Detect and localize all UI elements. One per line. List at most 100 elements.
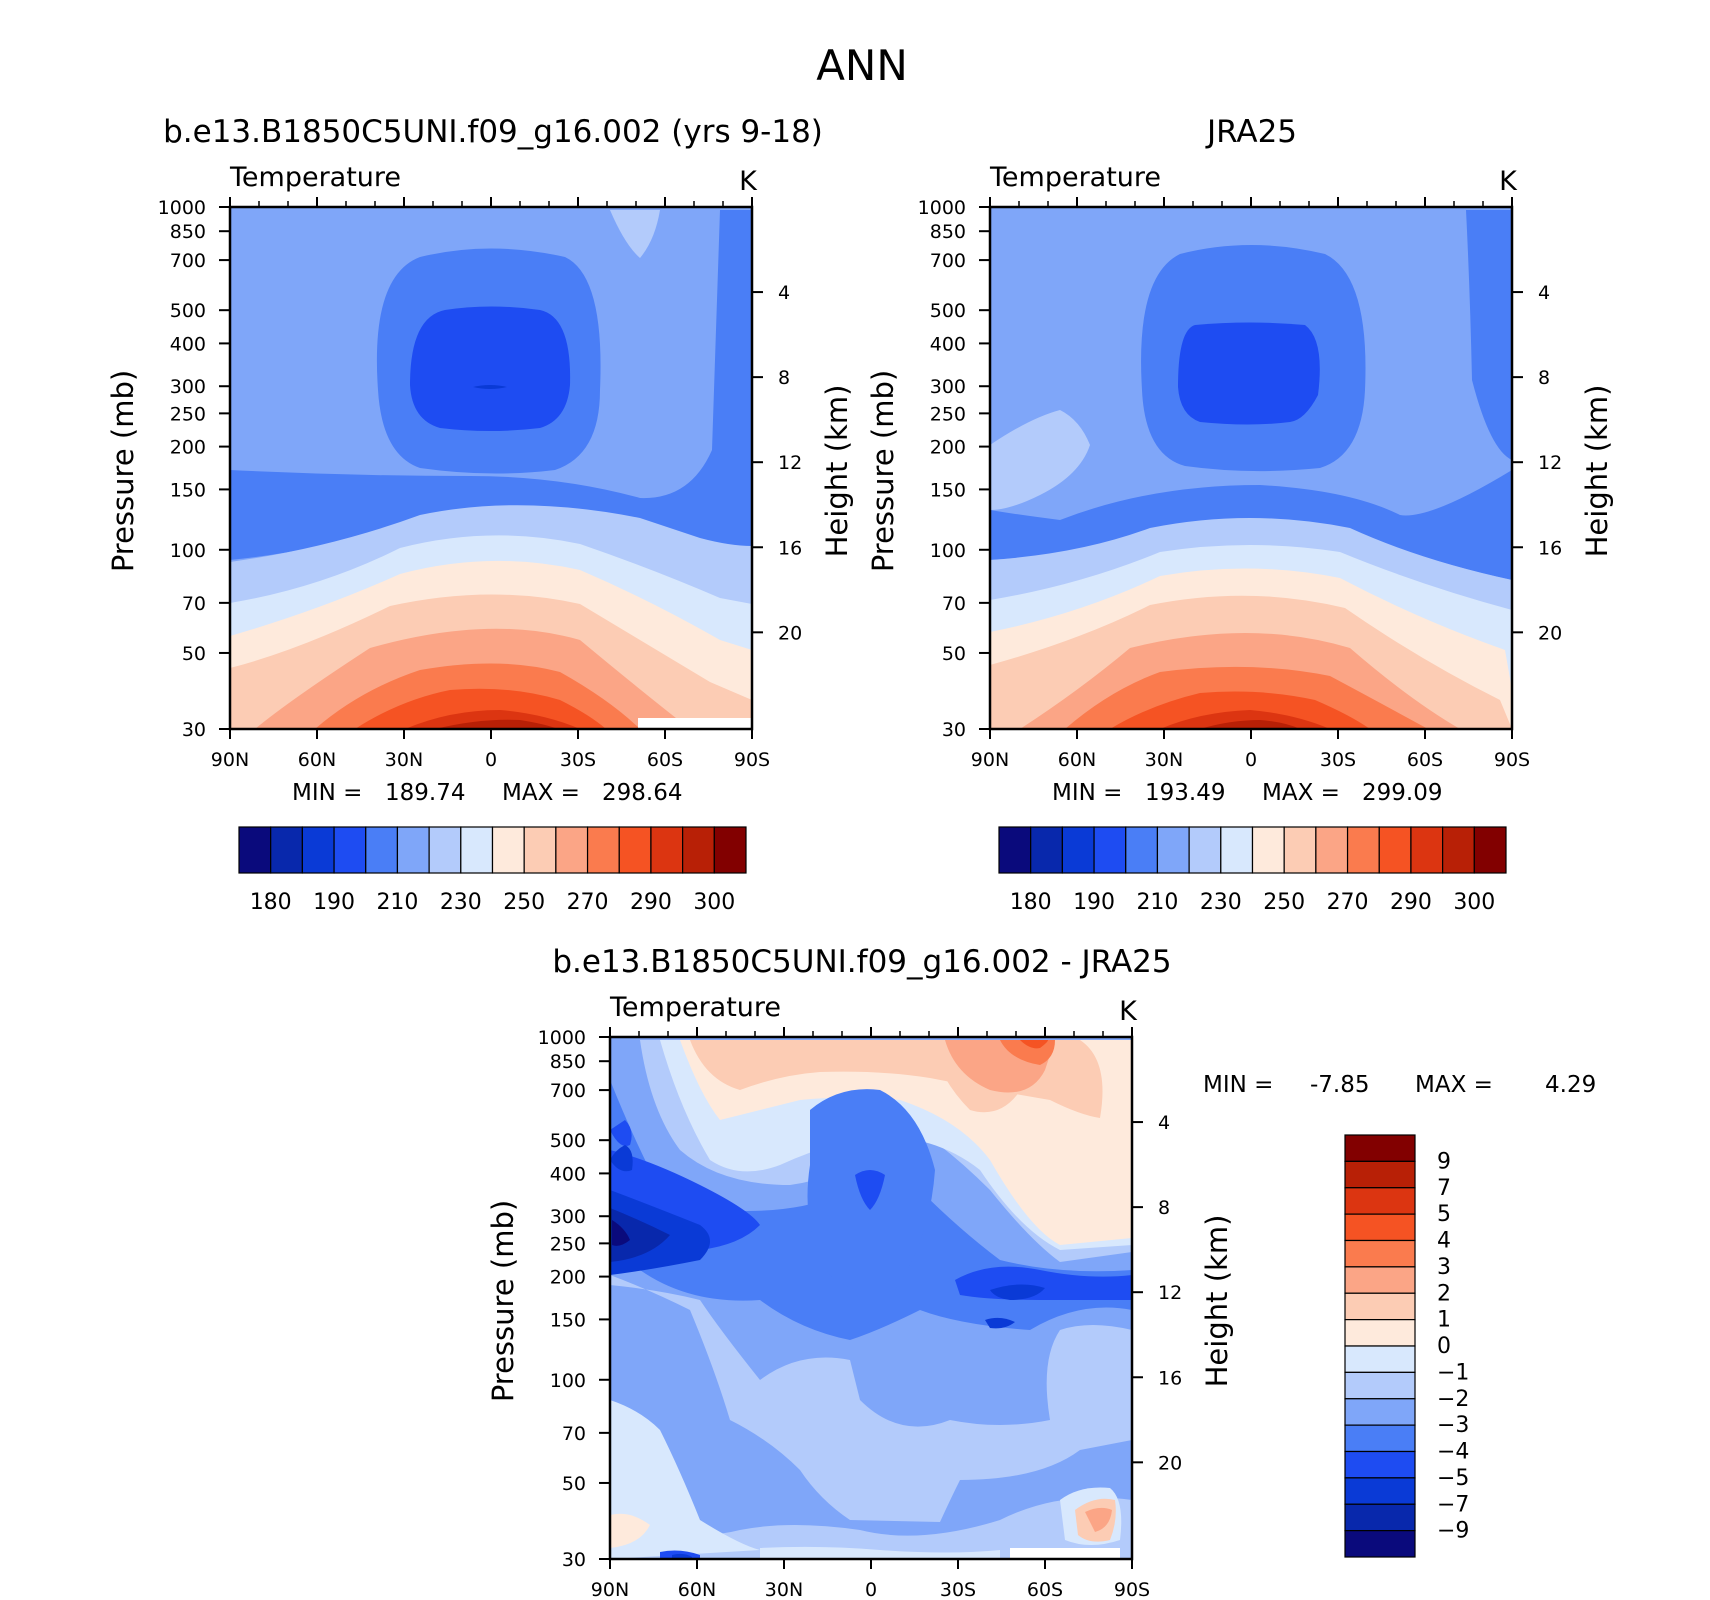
contour-band — [610, 210, 660, 258]
contour-band — [990, 1284, 1045, 1300]
pressure-tick-label: 400 — [550, 1163, 586, 1185]
colorbar-label: −5 — [1437, 1466, 1469, 1491]
colorbar-box — [428, 826, 462, 874]
colorbar-box — [301, 826, 335, 874]
colorbar-box — [1344, 1503, 1416, 1532]
latitude-tick-label: 30S — [940, 1579, 976, 1600]
pressure-tick-label: 70 — [182, 593, 206, 615]
contour-band — [612, 1220, 630, 1246]
colorbar-label: −2 — [1437, 1387, 1469, 1412]
colorbar-box — [238, 826, 272, 874]
contour-band — [672, 1553, 692, 1559]
height-tick-label: 12 — [778, 452, 802, 474]
colorbar-box — [586, 826, 620, 874]
colorbar-box — [1156, 826, 1190, 874]
pressure-tick-label: 1000 — [918, 197, 966, 219]
colorbar-box — [1473, 826, 1507, 874]
colorbar-label: 180 — [1010, 890, 1052, 915]
contour-band — [610, 1400, 760, 1559]
latitude-tick-label: 90N — [211, 749, 249, 771]
latitude-tick-label: 90S — [734, 749, 770, 771]
pressure-tick-label: 250 — [170, 403, 206, 425]
colorbar-label: −4 — [1437, 1440, 1469, 1465]
pressure-tick-label: 500 — [170, 300, 206, 322]
colorbar-box — [1315, 826, 1349, 874]
contour-field — [610, 1037, 1132, 1559]
min-value: -7.85 — [1310, 1072, 1370, 1098]
colorbar-label: 300 — [693, 890, 735, 915]
figure-title: ANN — [816, 41, 908, 90]
colorbar-label: 5 — [1437, 1202, 1451, 1227]
pressure-tick-label: 700 — [170, 250, 206, 272]
colorbar-box — [1251, 826, 1285, 874]
colorbar-box — [1442, 826, 1475, 874]
colorbar-box — [1344, 1371, 1416, 1400]
contour-band — [1110, 691, 1370, 729]
colorbar-label: 7 — [1437, 1176, 1451, 1201]
colorbar-box — [1344, 1266, 1416, 1294]
pressure-tick-label: 200 — [550, 1267, 586, 1289]
pressure-tick-label: 500 — [930, 300, 966, 322]
pressure-tick-label: 700 — [930, 250, 966, 272]
min-label: MIN = — [1052, 780, 1122, 806]
colorbar-box — [1188, 826, 1222, 874]
colorbar-label: 180 — [250, 890, 292, 915]
pressure-tick-label: 300 — [170, 376, 206, 398]
colorbar-box — [1344, 1450, 1416, 1479]
colorbar-box — [1410, 826, 1444, 874]
contour-band — [610, 1420, 1132, 1559]
colorbar-box — [1220, 826, 1254, 874]
height-tick-label: 16 — [1538, 537, 1562, 559]
height-tick-label: 4 — [778, 282, 790, 304]
colorbar-label: 290 — [1390, 890, 1432, 915]
pressure-tick-label: 150 — [170, 479, 206, 501]
latitude-tick-label: 30N — [1145, 749, 1183, 771]
pressure-tick-label: 70 — [562, 1423, 586, 1445]
contour-field — [990, 207, 1512, 729]
colorbar-label: 1 — [1437, 1308, 1451, 1333]
ylabel-pressure: Pressure (mb) — [106, 370, 140, 572]
contour-band — [985, 1317, 1015, 1329]
colorbar-box — [1346, 826, 1380, 874]
pressure-tick-label: 850 — [550, 1051, 586, 1073]
colorbar-box — [998, 826, 1032, 874]
colorbar-label: −7 — [1437, 1492, 1469, 1517]
pressure-tick-label: 500 — [550, 1130, 586, 1152]
variable-label: Temperature — [229, 162, 401, 193]
ylabel-height: Height (km) — [820, 385, 854, 558]
contour-band — [610, 1513, 650, 1548]
panel-title: JRA25 — [1205, 114, 1297, 150]
ylabel-height: Height (km) — [1580, 385, 1614, 558]
colorbar-box — [1344, 1477, 1416, 1505]
panel-model: b.e13.B1850C5UNI.f09_g16.002 (yrs 9-18) … — [106, 114, 854, 915]
pressure-tick-label: 50 — [942, 643, 966, 665]
latitude-tick-label: 60S — [1027, 1579, 1063, 1600]
height-tick-label: 12 — [1538, 452, 1562, 474]
colorbar-box — [523, 826, 557, 874]
pressure-tick-label: 100 — [930, 540, 966, 562]
pressure-tick-label: 30 — [182, 719, 206, 741]
colorbar: 180 190 210 230 250 270 290 300 — [998, 826, 1507, 915]
latitude-tick-label: 0 — [865, 1579, 877, 1600]
missing-data-patch — [638, 718, 752, 729]
max-value: 299.09 — [1362, 780, 1442, 806]
colorbar-box — [1344, 1292, 1416, 1321]
max-label: MAX = — [1415, 1072, 1493, 1098]
colorbar-box — [713, 826, 747, 874]
pressure-tick-label: 250 — [930, 403, 966, 425]
colorbar-label: 4 — [1437, 1229, 1451, 1254]
ylabel-pressure: Pressure (mb) — [866, 370, 900, 572]
colorbar-label: 190 — [1073, 890, 1115, 915]
latitude-tick-label: 60N — [678, 1579, 716, 1600]
colorbar-box — [618, 826, 652, 874]
colorbar-box — [1344, 1319, 1416, 1347]
pressure-tick-label: 50 — [562, 1473, 586, 1495]
pressure-tick-label: 300 — [930, 376, 966, 398]
pressure-tick-label: 150 — [930, 479, 966, 501]
colorbar-box — [1344, 1398, 1416, 1426]
colorbar-label: 190 — [313, 890, 355, 915]
colorbar-label: 290 — [630, 890, 672, 915]
